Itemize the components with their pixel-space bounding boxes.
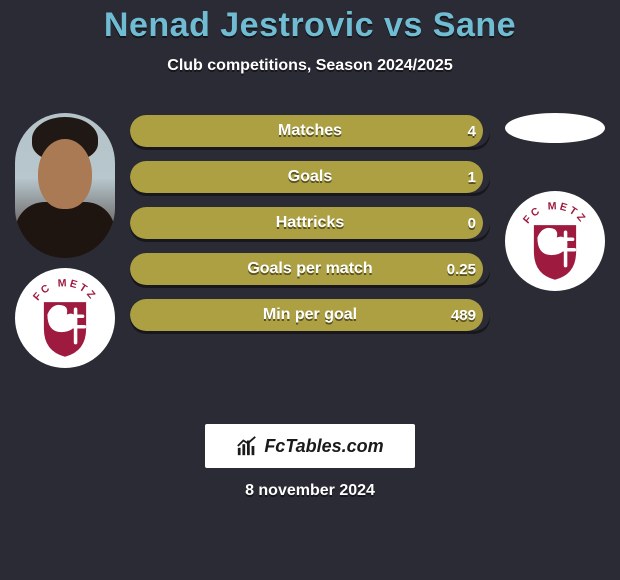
left-club-badge: FC METZ <box>15 268 115 368</box>
stat-label: Goals <box>130 161 490 193</box>
chart-icon <box>236 435 258 457</box>
stat-value-right: 1 <box>468 161 476 193</box>
right-player-avatar-placeholder <box>505 113 605 143</box>
stat-label: Min per goal <box>130 299 490 331</box>
stats-column: Matches4Goals1Hattricks0Goals per match0… <box>130 109 490 331</box>
brand-label: FcTables.com <box>264 436 383 457</box>
stat-value-right: 0 <box>468 207 476 239</box>
stat-value-right: 4 <box>468 115 476 147</box>
main-area: FC METZ Matches4Goals1Hattrick <box>0 109 620 368</box>
subtitle: Club competitions, Season 2024/2025 <box>0 57 620 75</box>
right-player-column: FC METZ <box>490 109 620 291</box>
stat-label: Goals per match <box>130 253 490 285</box>
comparison-infographic: Nenad Jestrovic vs Sane Club competition… <box>0 0 620 580</box>
club-badge-icon: FC METZ <box>21 274 109 362</box>
page-title: Nenad Jestrovic vs Sane <box>0 6 620 45</box>
stat-row: Goals1 <box>130 161 490 193</box>
stat-row: Hattricks0 <box>130 207 490 239</box>
stat-label: Hattricks <box>130 207 490 239</box>
left-player-column: FC METZ <box>0 109 130 368</box>
right-club-badge: FC METZ <box>505 191 605 291</box>
stat-row: Matches4 <box>130 115 490 147</box>
stat-row: Goals per match0.25 <box>130 253 490 285</box>
stat-value-right: 489 <box>451 299 476 331</box>
left-player-avatar <box>15 113 115 258</box>
stat-value-right: 0.25 <box>447 253 476 285</box>
stat-row: Min per goal489 <box>130 299 490 331</box>
generated-date: 8 november 2024 <box>0 482 620 500</box>
club-badge-icon: FC METZ <box>511 197 599 285</box>
brand-watermark: FcTables.com <box>205 424 415 468</box>
stat-label: Matches <box>130 115 490 147</box>
